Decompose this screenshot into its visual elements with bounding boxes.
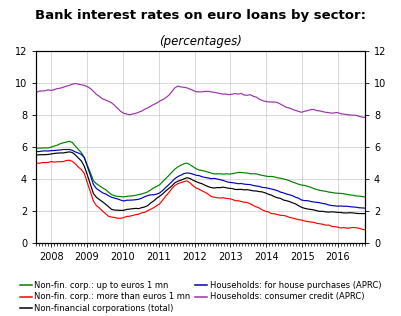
Legend: Non-fin. corp.: up to euros 1 mn, Non-fin. corp.: more than euros 1 mn, Non-fina: Non-fin. corp.: up to euros 1 mn, Non-fi… [16, 278, 385, 316]
Text: (percentages): (percentages) [159, 35, 242, 48]
Text: Bank interest rates on euro loans by sector:: Bank interest rates on euro loans by sec… [35, 9, 366, 22]
